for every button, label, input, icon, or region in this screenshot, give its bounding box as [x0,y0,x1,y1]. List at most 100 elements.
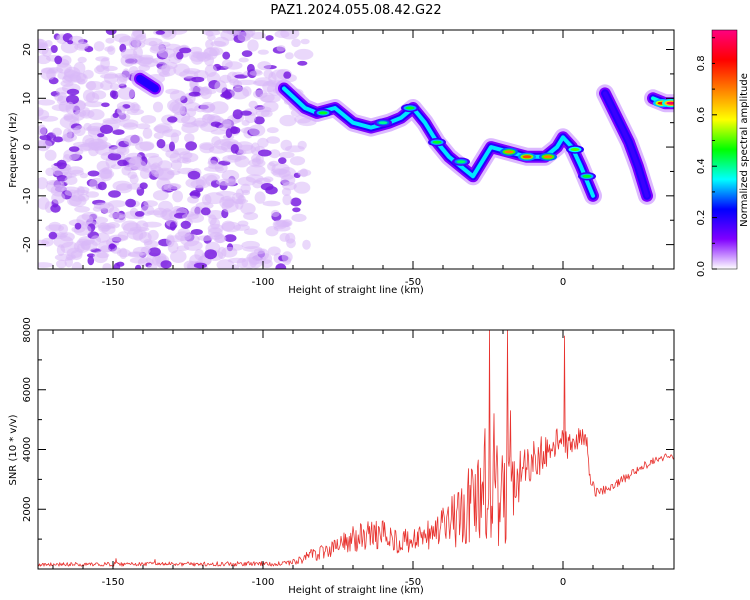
noise-speckle [45,167,56,177]
noise-speckle [90,141,101,151]
noise-speckle [238,57,249,63]
noise-speckle [81,211,98,221]
noise-speckle [294,48,314,60]
spectrogram-y-label: Frequency (Hz) [8,112,19,188]
noise-speckle [200,207,211,216]
noise-speckle [152,101,164,113]
noise-speckle [237,194,246,205]
noise-speckle [207,160,218,166]
noise-speckle [248,158,266,168]
snr-y-tick-label: 2000 [22,497,33,522]
spectrogram-y-tick-label: 10 [22,92,33,105]
noise-speckle [274,30,290,38]
noise-speckle [97,181,107,191]
noise-speckle [99,168,112,179]
noise-speckle [109,83,120,91]
noise-speckle [48,231,58,240]
noise-speckle [257,61,272,71]
noise-speckle [184,133,195,143]
snr-plot-area [38,330,674,567]
noise-speckle [204,54,215,67]
noise-speckle [221,59,233,69]
noise-speckle [52,127,62,136]
noise-speckle [262,200,281,207]
hot-spot [432,140,442,144]
noise-speckle [254,77,273,87]
noise-speckle [153,125,170,133]
noise-speckle [189,191,200,197]
noise-speckle [167,183,182,190]
noise-speckle [291,213,307,222]
noise-speckle [280,174,296,186]
noise-speckle [136,123,151,130]
noise-speckle [167,30,188,35]
noise-speckle [251,31,266,40]
noise-speckle [214,80,227,93]
noise-speckle [55,87,69,95]
noise-speckle [73,125,86,136]
noise-speckle [56,159,67,170]
noise-speckle [97,133,105,138]
hot-spot [582,174,592,178]
noise-speckle [93,41,105,52]
noise-speckle [142,127,153,139]
noise-speckle [247,39,259,52]
noise-speckle [222,51,231,60]
noise-speckle [64,175,78,185]
noise-speckle [60,80,74,87]
noise-speckle [257,49,269,55]
noise-speckle [232,109,243,120]
hot-spot [504,150,514,154]
noise-speckle [221,169,240,182]
noise-speckle [121,68,131,81]
noise-speckle [291,38,301,48]
noise-speckle [246,164,266,176]
noise-speckle [302,239,311,250]
noise-speckle [87,256,95,266]
noise-speckle [179,47,192,54]
noise-speckle [276,45,286,52]
hot-spot [522,155,532,159]
spectrogram-y-tick-label: 0 [22,144,33,150]
noise-speckle [153,207,168,218]
noise-speckle [74,222,82,230]
noise-speckle [71,111,85,121]
noise-speckle [240,203,256,215]
noise-speckle [193,117,209,128]
hot-spot [378,121,388,125]
noise-speckle [50,45,58,53]
noise-speckle [211,136,221,146]
noise-speckle [176,51,184,60]
hot-spot [405,106,415,110]
noise-speckle [204,166,224,172]
noise-speckle [230,144,239,154]
noise-speckle [216,259,235,269]
noise-speckle [44,149,57,161]
noise-speckle [254,116,265,125]
noise-speckle [237,31,251,42]
noise-speckle [108,212,126,219]
noise-speckle [233,224,250,231]
noise-speckle [66,247,83,258]
noise-speckle [285,52,294,60]
noise-speckle [38,262,54,268]
noise-speckle [75,73,88,85]
spectrogram-frame [37,29,675,270]
noise-speckle [56,259,67,269]
noise-speckle [193,262,207,269]
noise-speckle [84,101,104,108]
noise-speckle [204,249,217,260]
noise-speckle [255,106,272,113]
noise-speckle [279,151,295,159]
noise-speckle [54,94,64,102]
noise-speckle [221,220,235,232]
spectrogram-x-tick-label: -150 [102,277,125,288]
noise-speckle [241,257,257,269]
noise-speckle [38,109,50,120]
noise-speckle [221,199,239,213]
noise-speckle [109,90,117,98]
noise-speckle [177,228,191,238]
noise-speckle [188,91,201,97]
